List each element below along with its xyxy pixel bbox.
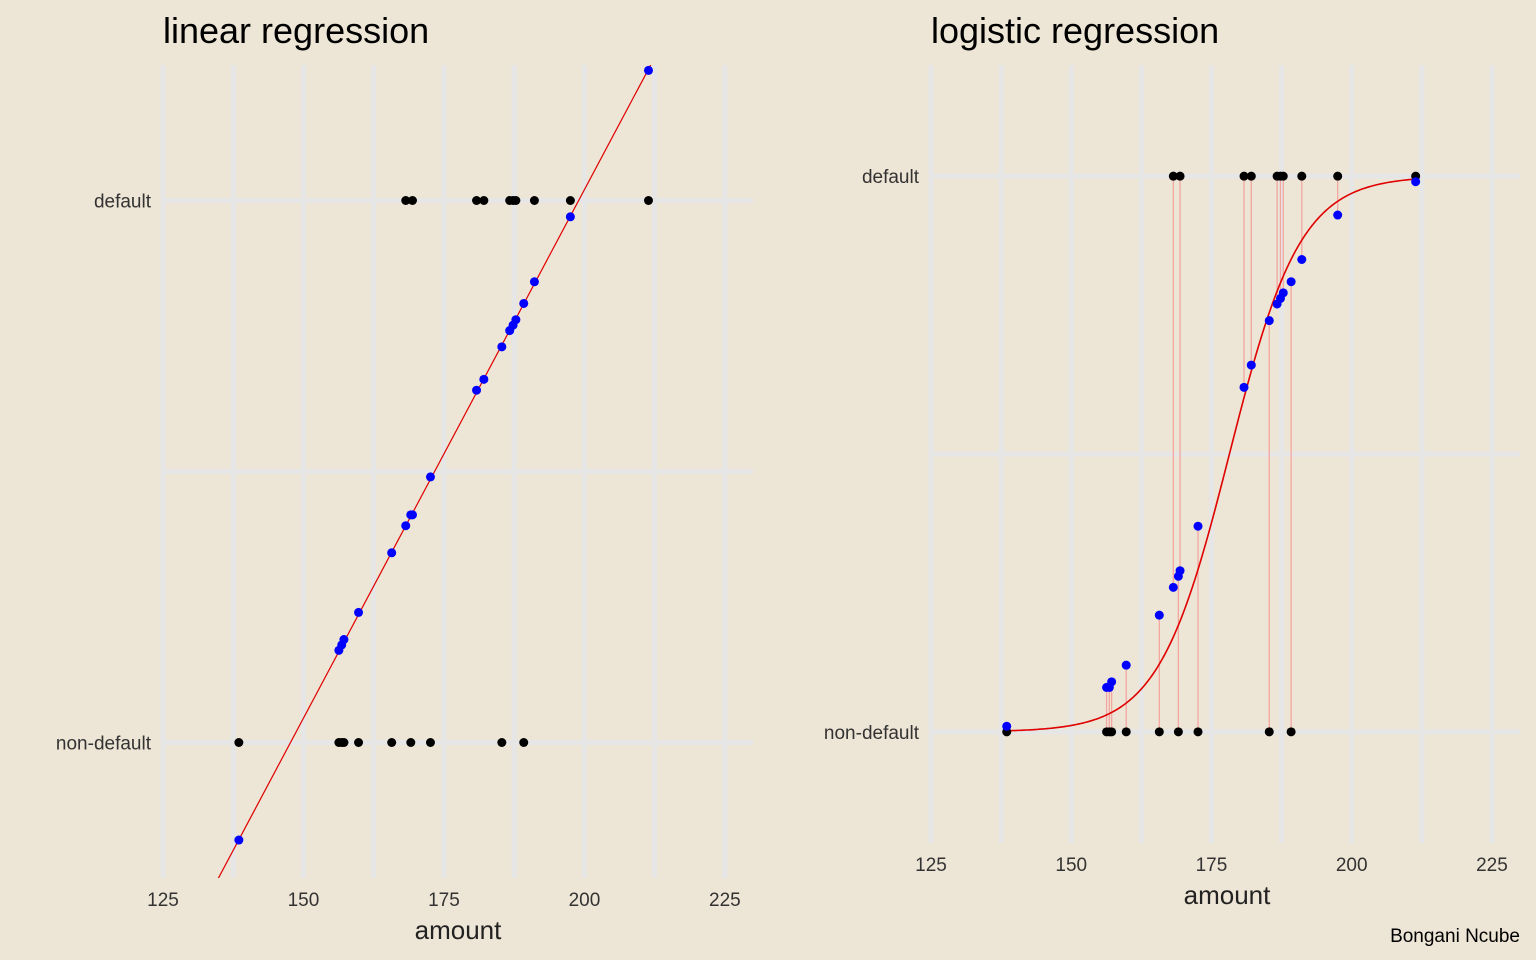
observed-point-default xyxy=(565,196,575,205)
x-tick-label: 125 xyxy=(147,890,179,911)
fitted-point xyxy=(643,65,653,75)
observed-point-non-default xyxy=(1193,727,1203,737)
observed-point-non-default xyxy=(497,738,507,747)
observed-point-default xyxy=(529,196,539,205)
observed-point-default xyxy=(472,196,482,205)
fitted-point xyxy=(1333,210,1343,220)
observed-point-default xyxy=(1297,171,1307,181)
observed-point-non-default xyxy=(387,738,397,747)
fitted-point xyxy=(1107,677,1117,687)
fitted-point xyxy=(1286,277,1296,287)
observed-point-non-default xyxy=(406,738,416,747)
observed-point-default xyxy=(1239,171,1249,181)
chart-title-linear: linear regression xyxy=(163,10,429,51)
x-tick-label: 150 xyxy=(1055,855,1087,876)
observed-point-non-default xyxy=(1173,727,1183,737)
x-tick-label: 125 xyxy=(915,855,947,876)
observed-point-non-default xyxy=(354,738,364,747)
fitted-point xyxy=(1154,610,1164,620)
fitted-point xyxy=(1278,288,1288,298)
fitted-point xyxy=(1297,255,1307,264)
fitted-point xyxy=(479,374,489,384)
fitted-point xyxy=(339,635,349,645)
y-tick-label: non-default xyxy=(56,734,152,755)
fitted-point xyxy=(1175,566,1185,576)
x-tick-label: 175 xyxy=(1196,855,1228,876)
y-tick-label: non-default xyxy=(824,723,920,744)
observed-point-non-default xyxy=(425,738,435,747)
observed-point-non-default xyxy=(1107,727,1117,737)
y-tick-label: default xyxy=(94,192,152,213)
x-tick-label: 200 xyxy=(1336,855,1368,876)
observed-point-default xyxy=(1333,171,1343,181)
fitted-point xyxy=(511,315,521,325)
fitted-point xyxy=(234,835,244,845)
observed-point-default xyxy=(1168,171,1178,181)
observed-point-non-default xyxy=(339,738,349,747)
fitted-point xyxy=(472,385,482,395)
fitted-point xyxy=(1239,382,1249,392)
fit-curve xyxy=(1006,178,1416,732)
x-tick-label: 175 xyxy=(428,890,460,911)
panel-linear: 125 150 175 200 225 non-default default xyxy=(56,65,753,911)
fitted-point xyxy=(407,510,417,520)
fitted-point xyxy=(1002,721,1012,731)
observed-point-non-default xyxy=(1154,727,1164,737)
panel-logistic: 125 150 175 200 225 non-default default xyxy=(824,65,1520,876)
observed-point-default xyxy=(1246,171,1256,181)
fitted-point xyxy=(1121,660,1131,670)
observed-point-default xyxy=(407,196,417,205)
observed-point-default xyxy=(643,196,653,205)
fit-line xyxy=(217,65,652,878)
x-axis-label-linear: amount xyxy=(415,915,502,945)
fitted-point xyxy=(1168,582,1178,592)
observed-point-default xyxy=(1278,171,1288,181)
y-tick-label: default xyxy=(862,167,920,188)
fitted-point xyxy=(519,298,529,308)
x-axis-label-logistic: amount xyxy=(1184,880,1271,910)
fitted-point xyxy=(1264,316,1274,326)
fitted-point xyxy=(1193,521,1203,531)
fitted-point xyxy=(354,607,364,617)
observed-point-non-default xyxy=(1264,727,1274,737)
fitted-point xyxy=(1246,360,1256,370)
x-tick-label: 225 xyxy=(709,890,741,911)
fitted-point xyxy=(387,548,397,558)
chart-title-logistic: logistic regression xyxy=(931,10,1219,51)
observed-point-default xyxy=(401,196,411,205)
fitted-point xyxy=(401,521,411,531)
caption: Bongani Ncube xyxy=(1390,926,1520,947)
observed-point-non-default xyxy=(1286,727,1296,737)
observed-point-default xyxy=(479,196,489,205)
fitted-point xyxy=(425,472,435,482)
fitted-point xyxy=(1411,177,1421,187)
observed-point-default xyxy=(1175,171,1185,181)
observed-point-non-default xyxy=(234,738,244,747)
fitted-point xyxy=(497,342,507,352)
x-tick-label: 150 xyxy=(288,890,320,911)
x-tick-label: 200 xyxy=(569,890,601,911)
fitted-point xyxy=(565,212,575,222)
fitted-point xyxy=(529,277,539,287)
observed-point-non-default xyxy=(1121,727,1131,737)
x-tick-label: 225 xyxy=(1476,855,1508,876)
observed-point-default xyxy=(511,196,521,205)
observed-point-non-default xyxy=(519,738,529,747)
